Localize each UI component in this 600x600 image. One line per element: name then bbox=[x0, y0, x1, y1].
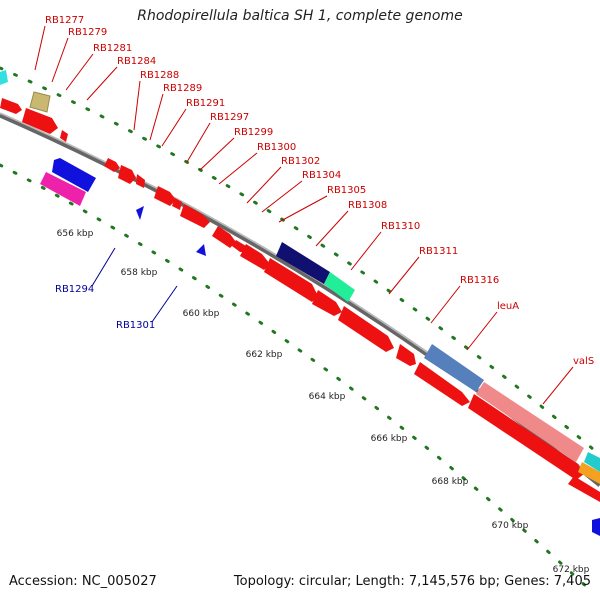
gene-label[interactable]: RB1279 bbox=[68, 27, 107, 38]
feature-block[interactable] bbox=[172, 198, 182, 210]
feature-block[interactable] bbox=[196, 244, 206, 256]
tick-labels: 656 kbp 658 kbp 660 kbp 662 kbp 664 kbp 666 k… bbox=[57, 229, 590, 575]
gene-label[interactable]: RB1289 bbox=[163, 83, 202, 94]
tick-label: 658 kbp bbox=[121, 268, 158, 278]
feature-block[interactable] bbox=[592, 518, 600, 536]
leader-line bbox=[315, 210, 349, 247]
tick-label: 666 kbp bbox=[371, 434, 408, 444]
feature-block[interactable] bbox=[276, 242, 330, 284]
tick-label: 670 kbp bbox=[492, 521, 529, 531]
genome-summary-text: Topology: circular; Length: 7,145,576 bp… bbox=[233, 574, 591, 589]
leader-line bbox=[151, 285, 178, 323]
gene-label[interactable]: RB1310 bbox=[381, 221, 420, 232]
tick-label: 664 kbp bbox=[309, 392, 346, 402]
feature-block[interactable] bbox=[136, 206, 144, 220]
gene-label[interactable]: RB1281 bbox=[93, 43, 132, 54]
leader-line bbox=[246, 166, 282, 204]
gene-label[interactable]: RB1316 bbox=[460, 275, 499, 286]
gene-label[interactable]: RB1299 bbox=[234, 127, 273, 138]
feature-block[interactable] bbox=[104, 158, 120, 172]
feature-block[interactable] bbox=[424, 344, 484, 392]
inner-dot-track bbox=[0, 163, 592, 592]
feature-block[interactable] bbox=[324, 272, 355, 302]
feature-block[interactable] bbox=[468, 394, 584, 480]
tick-label: 668 kbp bbox=[432, 477, 469, 487]
feature-block[interactable] bbox=[40, 172, 86, 206]
gene-label[interactable]: RB1305 bbox=[327, 185, 366, 196]
feature-block[interactable] bbox=[118, 165, 136, 184]
leader-line bbox=[51, 37, 69, 83]
gene-label[interactable]: RB1288 bbox=[140, 70, 179, 81]
gene-label[interactable]: RB1277 bbox=[45, 15, 84, 26]
leader-line bbox=[261, 180, 303, 213]
feature-block[interactable] bbox=[136, 174, 145, 188]
feature-block[interactable] bbox=[22, 108, 58, 134]
leader-line bbox=[86, 66, 118, 101]
feature-block[interactable] bbox=[568, 476, 600, 502]
feature-block[interactable] bbox=[396, 344, 416, 366]
tick-label: 660 kbp bbox=[183, 309, 220, 319]
gene-label[interactable]: RB1300 bbox=[257, 142, 296, 153]
feature-block[interactable] bbox=[29, 91, 51, 113]
feature-block[interactable] bbox=[578, 462, 600, 484]
leader-line bbox=[388, 256, 420, 295]
gene-label[interactable]: RB1291 bbox=[186, 98, 225, 109]
gene-label[interactable]: RB1311 bbox=[419, 246, 458, 257]
leader-line bbox=[34, 25, 46, 71]
gene-label[interactable]: valS bbox=[573, 356, 594, 367]
leader-line bbox=[149, 93, 164, 141]
map-title: Rhodopirellula baltica SH 1, complete ge… bbox=[137, 8, 463, 24]
leader-line bbox=[186, 122, 211, 163]
gene-label[interactable]: RB1304 bbox=[302, 170, 341, 181]
feature-block[interactable] bbox=[0, 70, 8, 85]
gene-label[interactable]: RB1294 bbox=[55, 284, 94, 295]
leader-line bbox=[161, 108, 187, 147]
leader-line bbox=[199, 137, 235, 171]
reverse-features bbox=[40, 158, 600, 536]
tick-label: 672 kbp bbox=[553, 565, 590, 575]
gene-label[interactable]: leuA bbox=[497, 301, 519, 312]
feature-block[interactable] bbox=[212, 226, 236, 248]
leader-line bbox=[133, 80, 141, 131]
leader-line bbox=[430, 285, 461, 324]
leader-line bbox=[218, 152, 258, 185]
leader-line bbox=[65, 53, 94, 91]
gene-label[interactable]: RB1301 bbox=[116, 320, 155, 331]
gene-label[interactable]: RB1308 bbox=[348, 200, 387, 211]
leader-line bbox=[350, 231, 382, 271]
feature-block[interactable] bbox=[0, 98, 22, 114]
feature-block[interactable] bbox=[414, 362, 470, 406]
feature-block[interactable] bbox=[338, 306, 394, 352]
gene-label[interactable]: RB1284 bbox=[117, 56, 156, 67]
feature-block[interactable] bbox=[60, 130, 68, 142]
feature-block[interactable] bbox=[584, 452, 600, 472]
leader-line bbox=[278, 195, 328, 223]
gene-label[interactable]: RB1302 bbox=[281, 156, 320, 167]
forward-features bbox=[0, 70, 600, 502]
leader-line bbox=[91, 247, 116, 287]
feature-block[interactable] bbox=[240, 244, 270, 270]
feature-block[interactable] bbox=[264, 258, 318, 302]
feature-block[interactable] bbox=[476, 382, 584, 462]
feature-block[interactable] bbox=[312, 290, 342, 316]
inner-gene-labels: RB1294 RB1301 bbox=[55, 247, 178, 331]
leader-line bbox=[466, 311, 498, 351]
feature-block[interactable] bbox=[180, 204, 210, 228]
accession-text: Accession: NC_005027 bbox=[9, 574, 157, 589]
tick-label: 656 kbp bbox=[57, 229, 94, 239]
feature-block[interactable] bbox=[52, 158, 96, 192]
leader-line bbox=[542, 366, 574, 405]
feature-block[interactable] bbox=[154, 186, 176, 206]
gene-label[interactable]: RB1297 bbox=[210, 112, 249, 123]
tick-label: 662 kbp bbox=[246, 350, 283, 360]
